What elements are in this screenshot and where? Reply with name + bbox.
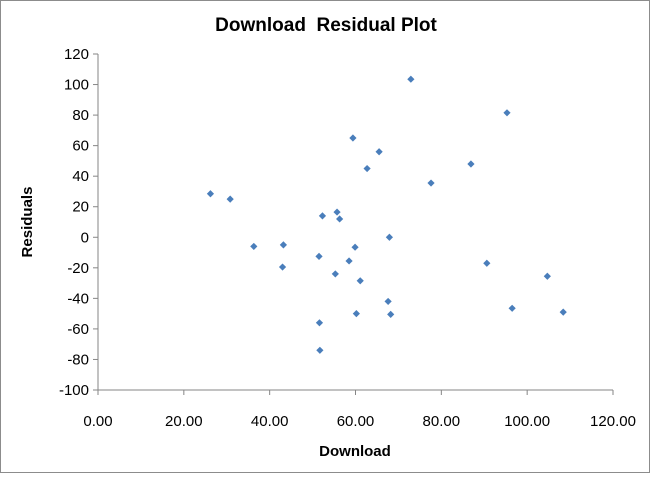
data-point (315, 252, 323, 260)
data-point (336, 215, 344, 223)
data-point (333, 208, 341, 216)
data-point (318, 212, 327, 220)
data-point (356, 277, 364, 285)
y-tick-label: -100 (59, 382, 89, 399)
y-tick-label: 0 (81, 229, 89, 246)
x-tick-label: 120.00 (590, 413, 636, 430)
data-point (407, 75, 415, 83)
data-point (278, 263, 287, 271)
x-tick-label: 20.00 (165, 413, 203, 430)
y-tick-label: -80 (67, 351, 89, 368)
data-point (467, 160, 475, 168)
data-point (315, 319, 324, 327)
data-point (316, 346, 324, 354)
data-point (349, 134, 357, 142)
data-point (427, 179, 435, 187)
data-point (363, 164, 371, 173)
data-point (503, 109, 511, 117)
y-tick-label: 80 (72, 107, 89, 124)
data-point (352, 310, 360, 318)
y-tick-labels: 120 100 80 60 40 20 0 -20 -40 -60 -80 -100 (59, 46, 89, 399)
y-tick-label: -20 (67, 260, 89, 277)
data-point (384, 297, 392, 306)
x-tick-label: 40.00 (251, 413, 289, 430)
chart-title: Download Residual Plot (215, 15, 437, 36)
x-tick-label: 0.00 (83, 413, 112, 430)
data-point (345, 257, 353, 265)
y-tick-label: 20 (72, 199, 89, 216)
data-point (385, 233, 394, 241)
data-point (543, 272, 551, 280)
data-point (331, 270, 339, 278)
data-point (483, 259, 491, 267)
data-point (351, 243, 359, 251)
y-tick-label: -40 (67, 290, 89, 307)
data-point (387, 310, 395, 318)
data-point (375, 148, 383, 156)
y-tick-label: 100 (64, 77, 89, 94)
x-tick-labels: 0.00 20.00 40.00 60.00 80.00 100.00 120.00 (83, 413, 636, 430)
y-tick-label: -60 (67, 321, 89, 338)
axes (93, 53, 614, 395)
x-tick-label: 60.00 (337, 413, 375, 430)
y-axis-label: Residuals (19, 187, 36, 258)
data-points (206, 75, 567, 354)
data-point (508, 304, 516, 312)
y-tick-label: 40 (72, 168, 89, 185)
y-tick-label: 60 (72, 138, 89, 155)
data-point (559, 308, 567, 316)
data-point (279, 241, 287, 249)
data-point (250, 242, 258, 251)
data-point (206, 190, 215, 198)
x-tick-label: 80.00 (423, 413, 461, 430)
data-point (226, 195, 234, 203)
y-tick-label: 120 (64, 46, 89, 63)
x-axis-label: Download (319, 443, 391, 460)
x-tick-label: 100.00 (504, 413, 550, 430)
